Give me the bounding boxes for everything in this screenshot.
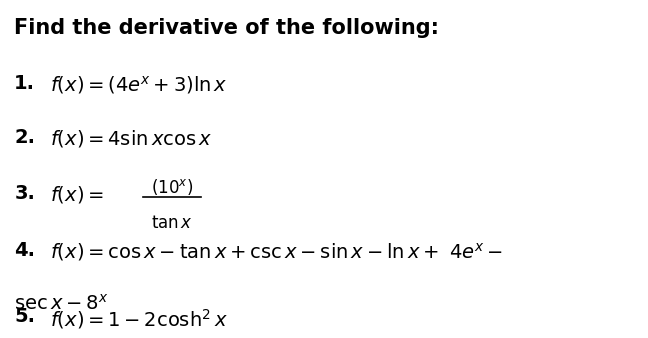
Text: 3.: 3.: [14, 184, 35, 203]
Text: 2.: 2.: [14, 128, 35, 147]
Text: $(10^x)$: $(10^x)$: [151, 177, 194, 197]
Text: $f(x) = 4\sin x\cos x$: $f(x) = 4\sin x\cos x$: [50, 128, 212, 149]
Text: Find the derivative of the following:: Find the derivative of the following:: [14, 18, 439, 38]
Text: 1.: 1.: [14, 74, 35, 94]
Text: $\sec x - 8^x$: $\sec x - 8^x$: [14, 294, 109, 314]
Text: 4.: 4.: [14, 241, 35, 260]
Text: $f(x) = (4e^x + 3)\ln x$: $f(x) = (4e^x + 3)\ln x$: [50, 74, 227, 96]
Text: $f(x) = \cos x - \tan x + \csc x - \sin x - \ln x + \ 4e^x -$: $f(x) = \cos x - \tan x + \csc x - \sin …: [50, 241, 503, 263]
Text: $\tan x$: $\tan x$: [152, 214, 193, 232]
Text: $f(x) = 1 - 2\cosh^2 x$: $f(x) = 1 - 2\cosh^2 x$: [50, 307, 227, 331]
Text: 5.: 5.: [14, 307, 35, 326]
Text: $f(x) = $: $f(x) = $: [50, 184, 104, 205]
